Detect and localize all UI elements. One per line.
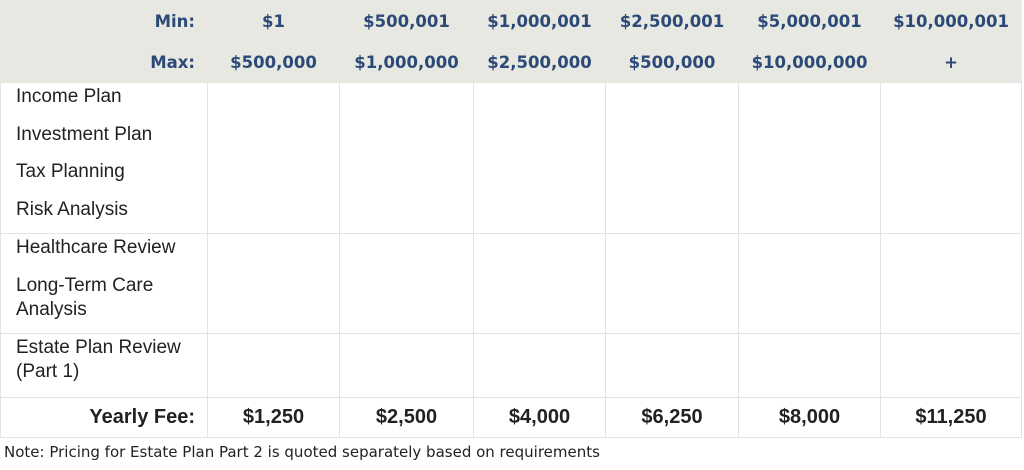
empty-cell [207,333,340,398]
fee-value: $2,500 [339,397,474,438]
max-row: Max: $500,000 $1,000,000 $2,500,000 $500… [0,41,1022,83]
empty-cell [473,82,606,234]
fee-value: $6,250 [605,397,739,438]
empty-cell [339,82,474,234]
tier-min: $1,000,001 [473,0,606,42]
empty-cell [473,333,606,398]
fee-value: $11,250 [880,397,1022,438]
empty-cell [339,333,474,398]
empty-cell [880,82,1022,234]
empty-cell [207,82,340,234]
empty-cell [605,82,739,234]
tier-max: + [880,41,1022,83]
pricing-table-container: Min: $1 $500,001 $1,000,001 $2,500,001 $… [0,0,1022,438]
empty-cell [738,333,881,398]
feature-group-labels: Estate Plan Review (Part 1) [0,333,208,398]
tier-min: $2,500,001 [605,0,739,42]
feature-healthcare-review: Healthcare Review [16,237,176,258]
feature-group-row: Estate Plan Review (Part 1) [0,333,1022,398]
max-label: Max: [0,41,208,83]
yearly-fee-label: Yearly Fee: [0,397,208,438]
pricing-note: Note: Pricing for Estate Plan Part 2 is … [4,443,600,461]
feature-income-plan: Income Plan [16,86,122,107]
feature-investment-plan: Investment Plan [16,123,153,145]
feature-long-term-care-analysis: Long-Term Care Analysis [16,274,154,320]
tier-min: $1 [207,0,340,42]
empty-cell [605,333,739,398]
feature-group-labels: Healthcare Review Long-Term Care Analysi… [0,233,208,334]
feature-risk-analysis: Risk Analysis [16,198,128,220]
fee-value: $8,000 [738,397,881,438]
feature-estate-plan-review: Estate Plan Review (Part 1) [16,337,181,382]
tier-min: $5,000,001 [738,0,881,42]
tier-max: $1,000,000 [339,41,474,83]
min-row: Min: $1 $500,001 $1,000,001 $2,500,001 $… [0,0,1022,42]
empty-cell [738,233,881,334]
feature-tax-planning: Tax Planning [16,161,125,182]
yearly-fee-row: Yearly Fee: $1,250 $2,500 $4,000 $6,250 … [0,397,1022,438]
tier-min: $500,001 [339,0,474,42]
tier-min: $10,000,001 [880,0,1022,42]
min-label: Min: [0,0,208,42]
empty-cell [880,233,1022,334]
empty-cell [207,233,340,334]
empty-cell [880,333,1022,398]
empty-cell [605,233,739,334]
fee-value: $1,250 [207,397,340,438]
fee-value: $4,000 [473,397,606,438]
feature-group-row: Income Plan Investment Plan Tax Planning… [0,82,1022,234]
tier-max: $10,000,000 [738,41,881,83]
feature-group-row: Healthcare Review Long-Term Care Analysi… [0,233,1022,334]
feature-group-labels: Income Plan Investment Plan Tax Planning… [0,82,208,234]
pricing-table: Min: $1 $500,001 $1,000,001 $2,500,001 $… [0,0,1022,438]
empty-cell [473,233,606,334]
empty-cell [738,82,881,234]
tier-max: $500,000 [605,41,739,83]
tier-max: $500,000 [207,41,340,83]
tier-max: $2,500,000 [473,41,606,83]
empty-cell [339,233,474,334]
